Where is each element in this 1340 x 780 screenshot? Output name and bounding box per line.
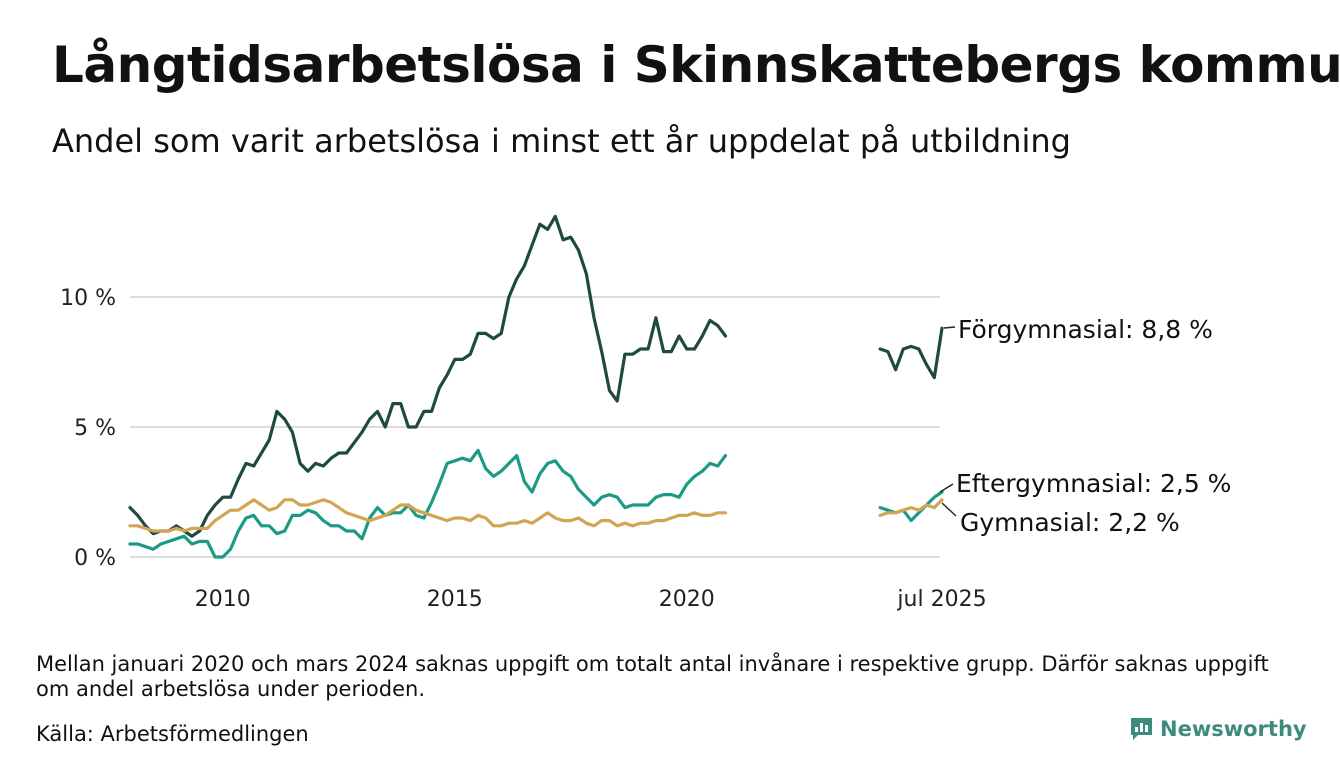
leader-line [939,483,954,493]
series-line-eftergymnasial [878,490,944,523]
line-chart: 0 % 5 % 10 % 2010 2015 2020 jul 2025 Förgymnas… [60,214,1231,612]
series-lines [128,214,944,559]
y-tick-label: 5 % [74,416,116,441]
axis-labels: 0 % 5 % 10 % 2010 2015 2020 jul 2025 [60,286,986,612]
series-end-labels: Förgymnasial: 8,8 % Eftergymnasial: 2,5 %… [939,315,1231,537]
series-end-label: Eftergymnasial: 2,5 % [956,469,1231,498]
leader-line [943,326,956,329]
series-end-label: Förgymnasial: 8,8 % [958,315,1213,344]
x-tick-label: 2015 [427,587,483,612]
grid-lines [130,296,940,558]
x-tick-label: jul 2025 [896,587,986,612]
series-line-eftergymnasial [128,448,728,559]
series-line-gymnasial [128,498,728,533]
series-line-förgymnasial [878,326,944,380]
footnote: Mellan januari 2020 och mars 2024 saknas… [36,652,1269,702]
brand-name: Newsworthy [1160,717,1307,741]
series-line-förgymnasial [128,214,728,538]
x-tick-label: 2020 [659,587,715,612]
y-tick-label: 0 % [74,546,116,571]
series-line-gymnasial [878,498,944,517]
leader-line [941,502,957,517]
y-tick-label: 10 % [60,286,116,311]
series-end-label: Gymnasial: 2,2 % [960,508,1180,537]
chart-title: Långtidsarbetslösa i Skinnskattebergs ko… [52,36,1340,94]
x-tick-label: 2010 [195,587,251,612]
chart-subtitle: Andel som varit arbetslösa i minst ett å… [52,122,1071,160]
source-line: Källa: Arbetsförmedlingen [36,722,309,746]
bar-chart-speech-bubble-icon [1131,718,1152,740]
brand-logo: Newsworthy [1129,717,1307,741]
